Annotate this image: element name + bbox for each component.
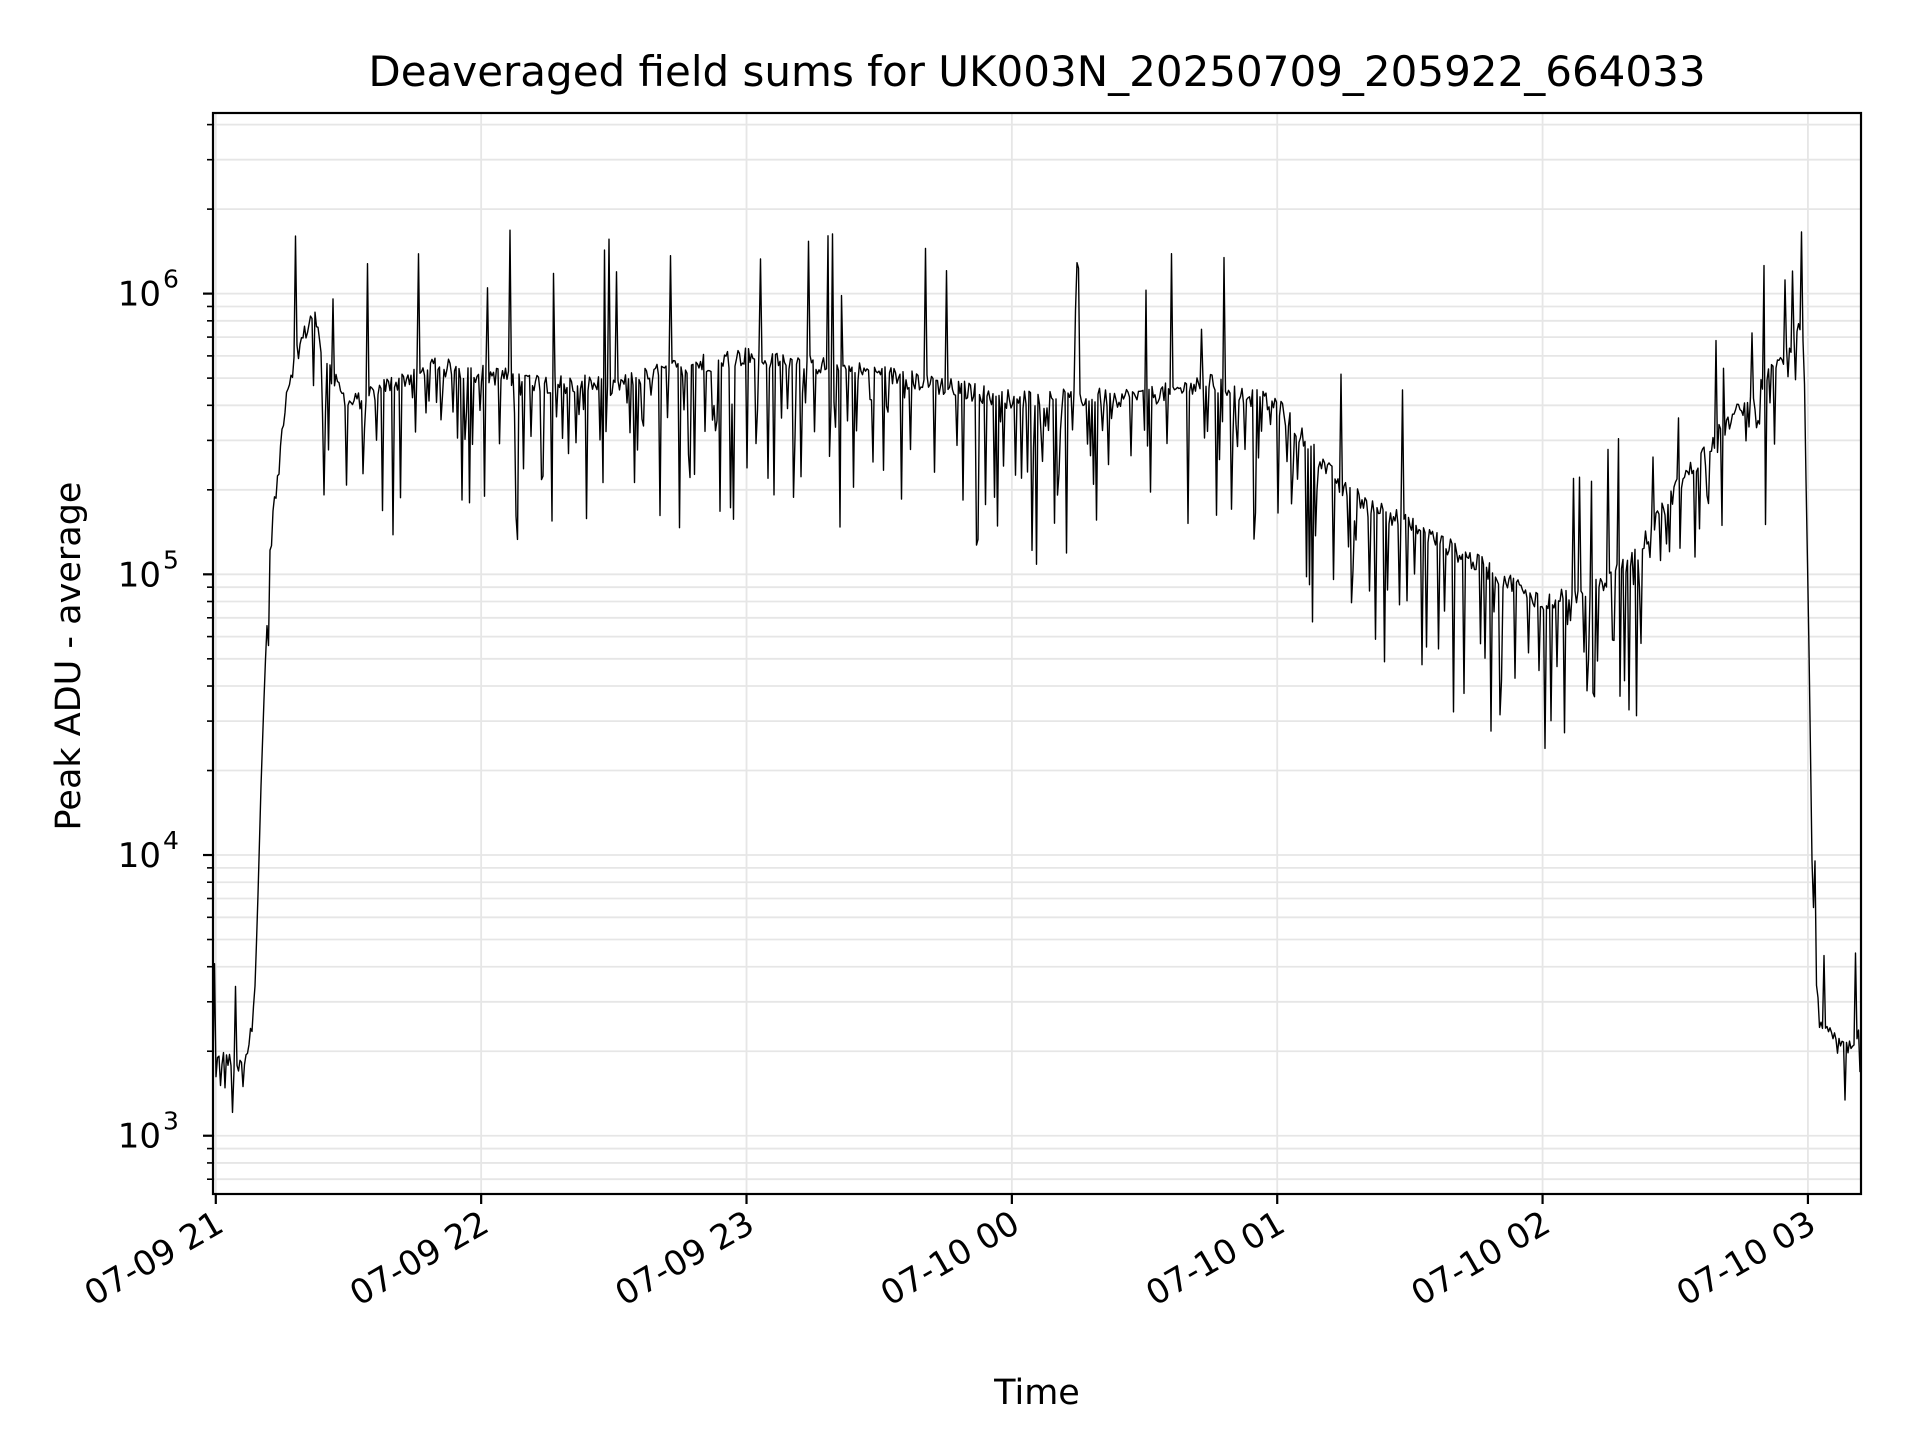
chart-title: Deaveraged field sums for UK003N_2025070…: [368, 47, 1705, 96]
y-tick-label-exponent: 6: [163, 265, 179, 294]
y-tick-label: 10: [118, 1117, 161, 1157]
y-tick-label: 10: [118, 275, 161, 315]
y-tick-label-exponent: 4: [163, 826, 179, 855]
y-axis-label: Peak ADU - average: [49, 482, 89, 831]
series-line: [212, 229, 1861, 1114]
grid: [213, 113, 1861, 1194]
x-axis-label: Time: [993, 1373, 1080, 1413]
axes-frame: [211, 111, 1863, 1196]
y-tick-label-exponent: 5: [163, 545, 179, 574]
y-tick-label: 10: [118, 555, 161, 595]
series-layer: [212, 229, 1861, 1114]
y-tick-label: 10: [118, 836, 161, 876]
y-tick-label-exponent: 3: [163, 1107, 179, 1136]
